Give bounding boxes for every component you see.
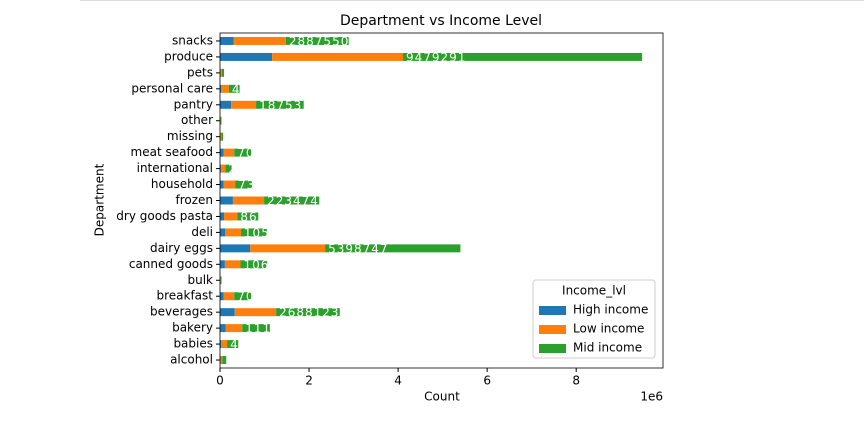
- bar-segment: [235, 308, 276, 316]
- legend-label: High income: [573, 303, 648, 317]
- x-tick-label: 2: [305, 374, 313, 388]
- legend-title: Income_lvl: [562, 284, 626, 298]
- bar-segment: [220, 149, 224, 157]
- x-tick-label: 6: [483, 374, 491, 388]
- bar-segment: [250, 244, 325, 252]
- bar-segment: [220, 181, 224, 189]
- bar-segment: [220, 260, 225, 268]
- y-tick-label: produce: [164, 49, 213, 63]
- y-tick-label: international: [137, 161, 213, 175]
- bar-segment: [224, 212, 237, 220]
- y-tick-label: bakery: [172, 321, 213, 335]
- bar-segment: [221, 276, 222, 284]
- x-tick-label: 0: [216, 374, 224, 388]
- data-label: 106: [243, 258, 269, 272]
- data-label: 5398747: [328, 242, 388, 256]
- bar-segment: [222, 69, 224, 77]
- bar-segment: [220, 37, 234, 45]
- legend-label: Mid income: [573, 341, 642, 355]
- bar-segment: [233, 197, 264, 205]
- y-tick-label: deli: [191, 225, 213, 239]
- bar-segment: [220, 197, 233, 205]
- legend-swatch: [539, 306, 566, 315]
- bar-segment: [220, 356, 222, 364]
- data-label: 223474: [267, 194, 319, 208]
- bar-segment: [224, 292, 235, 300]
- bar-segment: [220, 69, 221, 77]
- bar-segment: [221, 117, 222, 125]
- y-tick-label: household: [151, 177, 213, 191]
- bar-segment: [225, 228, 241, 236]
- data-label: 4: [230, 338, 239, 352]
- data-label: 2688123: [279, 306, 339, 320]
- data-label: 73: [238, 178, 255, 192]
- y-tick-label: dry goods pasta: [116, 209, 213, 223]
- y-tick-label: frozen: [175, 193, 213, 207]
- y-axis-label: Department: [93, 163, 107, 236]
- bar-segment: [224, 181, 236, 189]
- legend-label: Low income: [573, 322, 644, 336]
- bar-segment: [220, 212, 224, 220]
- data-label: 18753: [259, 98, 302, 112]
- data-label: 86: [240, 210, 257, 224]
- chart-title: Department vs Income Level: [340, 13, 542, 29]
- data-label: 1117: [245, 322, 280, 336]
- y-tick-label: canned goods: [129, 257, 213, 271]
- x-tick-label: 4: [394, 374, 402, 388]
- y-tick-label: other: [181, 113, 213, 127]
- bar-segment: [220, 308, 235, 316]
- bar-segment: [226, 324, 242, 332]
- bar-segment: [220, 101, 231, 109]
- bar-segment: [220, 244, 250, 252]
- y-tick-label: dairy eggs: [150, 241, 213, 255]
- y-tick-label: alcohol: [170, 353, 213, 367]
- bar-segment: [220, 324, 226, 332]
- data-label: 2: [228, 162, 237, 176]
- bar-segment: [220, 133, 221, 141]
- data-label: 70: [237, 146, 254, 160]
- bar-segment: [221, 340, 227, 348]
- data-label: 105: [244, 226, 270, 240]
- bar-segment: [220, 292, 224, 300]
- y-tick-label: personal care: [131, 81, 213, 95]
- bar-segment: [221, 133, 223, 141]
- bar-segment: [224, 149, 235, 157]
- y-tick-label: beverages: [150, 305, 213, 319]
- x-tick-label: 8: [572, 374, 580, 388]
- bar-segment: [272, 53, 403, 61]
- data-label: 70: [237, 290, 254, 304]
- bar-segment: [221, 85, 229, 93]
- bar-segment: [220, 53, 272, 61]
- y-tick-label: missing: [167, 129, 213, 143]
- y-tick-label: bulk: [187, 273, 213, 287]
- bar-segment: [231, 101, 256, 109]
- legend-swatch: [539, 344, 566, 353]
- y-tick-label: pantry: [174, 97, 213, 111]
- bar-segment: [220, 228, 225, 236]
- y-tick-label: babies: [173, 337, 213, 351]
- data-label: 44: [232, 82, 249, 96]
- y-tick-label: meat seafood: [131, 145, 213, 159]
- bar-segment: [234, 37, 286, 45]
- y-tick-label: breakfast: [156, 289, 213, 303]
- x-axis-label: Count: [424, 390, 460, 404]
- legend-swatch: [539, 325, 566, 334]
- data-label: 2887550: [289, 34, 349, 48]
- data-label: 9479291: [406, 50, 466, 64]
- bar-segment: [221, 165, 225, 173]
- y-tick-label: pets: [187, 65, 213, 79]
- bar-segment: [222, 356, 226, 364]
- bar-segment: [225, 260, 241, 268]
- legend: Income_lvl High income Low income Mid incom…: [533, 280, 655, 358]
- x-offset-text: 1e6: [640, 390, 663, 404]
- y-tick-label: snacks: [172, 33, 213, 47]
